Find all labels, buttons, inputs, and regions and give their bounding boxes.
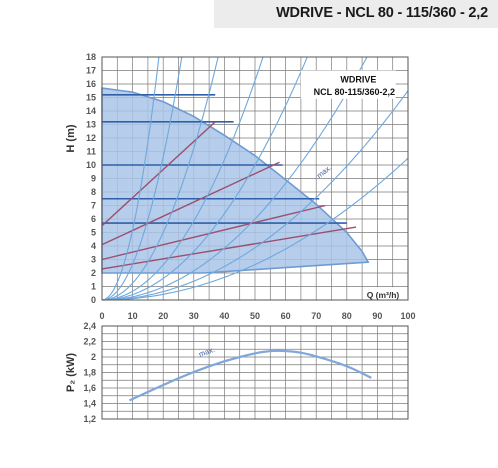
x-tick-label: 20	[158, 311, 168, 321]
x-tick-label: 100	[400, 311, 415, 321]
system-curve	[102, 90, 408, 300]
y-tick-label: 13	[86, 120, 96, 130]
system-curve	[102, 57, 264, 300]
y-axis-label: H (m)	[65, 124, 77, 152]
x-axis-label-background	[365, 287, 407, 300]
y-tick-label: 1	[91, 282, 96, 292]
efficiency-line	[101, 226, 357, 270]
x-tick-label: 10	[128, 311, 138, 321]
y-tick-label: 5	[91, 228, 96, 238]
y-tick-label: 17	[86, 66, 96, 76]
y-tick-label: 1,8	[83, 368, 96, 378]
x-tick-label: 70	[311, 311, 321, 321]
x-tick-label: 90	[372, 311, 382, 321]
x-tick-label: 0	[99, 311, 104, 321]
x-tick-label: 80	[342, 311, 352, 321]
system-curve	[102, 157, 408, 300]
power-chart: max.1,21,41,61,822,22,4P₂ (kW)	[65, 321, 409, 424]
y-tick-label: 7	[91, 201, 96, 211]
y-tick-label: 9	[91, 174, 96, 184]
y-tick-label: 1,2	[83, 414, 96, 424]
system-curve	[102, 57, 183, 300]
y-tick-label: 1,6	[83, 383, 96, 393]
page-title: WDRIVE - NCL 80 - 115/360 - 2,2	[276, 5, 488, 21]
y-tick-label: 18	[86, 52, 96, 62]
system-curve	[102, 57, 368, 300]
y-tick-label: 1,4	[83, 399, 96, 409]
y-tick-label: 2	[91, 352, 96, 362]
system-curve	[102, 57, 219, 300]
y-tick-label: 2,4	[83, 321, 96, 331]
y-tick-label: 16	[86, 79, 96, 89]
chart-subtitle: NCL 80-115/360-2,2	[314, 87, 395, 97]
power-plot-frame	[101, 325, 409, 420]
efficiency-line	[101, 161, 280, 246]
system-curves	[102, 57, 408, 300]
system-curve	[102, 57, 308, 300]
head-plot-frame	[101, 56, 409, 301]
y-tick-label: 12	[86, 133, 96, 143]
efficiency-line	[101, 204, 326, 261]
x-tick-label: 30	[189, 311, 199, 321]
y-tick-label: 0	[91, 295, 96, 305]
y-axis-label: P₂ (kW)	[65, 353, 77, 392]
header-bar: WDRIVE - NCL 80 - 115/360 - 2,2	[214, 0, 498, 28]
chart-title-box: WDRIVE NCL 80-115/360-2,2	[300, 70, 396, 99]
y-tick-label: 10	[86, 160, 96, 170]
y-tick-label: 2	[91, 268, 96, 278]
y-tick-label: 3	[91, 255, 96, 265]
y-tick-label: 6	[91, 214, 96, 224]
y-tick-label: 4	[91, 241, 96, 251]
power-curve	[129, 349, 372, 402]
y-tick-label: 14	[86, 106, 96, 116]
y-tick-label: 15	[86, 93, 96, 103]
chart-title: WDRIVE	[340, 75, 376, 85]
max-annotation: max.	[315, 163, 333, 180]
chart-title-background	[300, 70, 396, 99]
y-tick-label: 11	[86, 147, 96, 157]
x-tick-label: 60	[281, 311, 291, 321]
y-tick-label: 2,2	[83, 337, 96, 347]
x-axis-label: Q (m³/h)	[367, 290, 400, 300]
x-tick-label: 40	[219, 311, 229, 321]
system-curve	[102, 57, 160, 300]
x-tick-label: 50	[250, 311, 260, 321]
y-tick-label: 8	[91, 187, 96, 197]
